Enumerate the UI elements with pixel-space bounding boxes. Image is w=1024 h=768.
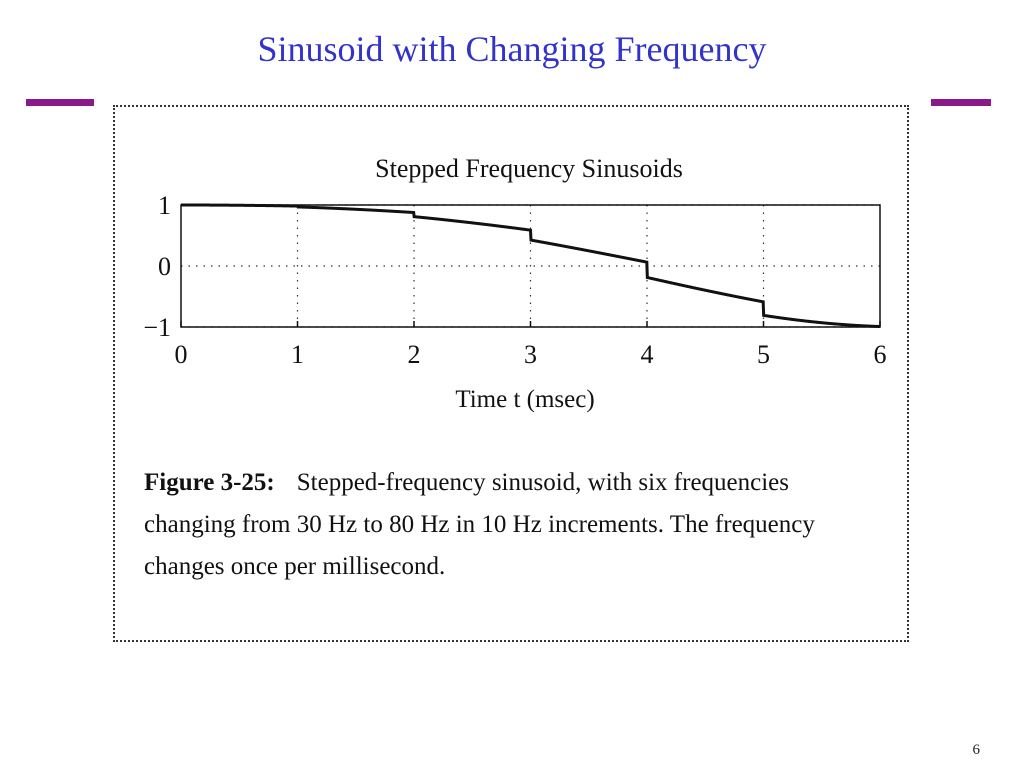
title-rule-right <box>931 99 991 106</box>
chart-title: Stepped Frequency Sinusoids <box>375 154 683 183</box>
page-number: 6 <box>972 742 981 758</box>
y-tick-label: 0 <box>158 252 171 281</box>
figure-frame <box>113 105 909 642</box>
stepped-frequency-chart: Stepped Frequency Sinusoids 0 1 2 3 4 5 610−1 … <box>143 154 886 413</box>
figure-label: Figure 3-25: <box>144 469 275 496</box>
x-axis-label: Time t (msec) <box>455 386 594 413</box>
figure-caption-text: Stepped-frequency sinusoid, with six fre… <box>144 469 815 580</box>
slide-title: Sinusoid with Changing Frequency <box>257 29 767 69</box>
y-tick-label: −1 <box>143 313 171 342</box>
figure-caption: Figure 3-25: Stepped-frequency sinusoid, … <box>144 462 884 588</box>
x-tick-label: 1 <box>291 340 304 369</box>
x-tick-label: 0 <box>175 340 188 369</box>
axis-ticks: 0 1 2 3 4 5 610−1 <box>143 191 886 369</box>
x-tick-label: 4 <box>641 340 654 369</box>
y-tick-label: 1 <box>158 191 171 220</box>
series-line <box>181 203 881 329</box>
x-tick-label: 5 <box>757 340 770 369</box>
title-rule-left <box>26 99 94 106</box>
x-tick-label: 6 <box>874 340 887 369</box>
x-tick-label: 2 <box>408 340 421 369</box>
chart-grid <box>181 204 880 328</box>
x-tick-label: 3 <box>524 340 537 369</box>
